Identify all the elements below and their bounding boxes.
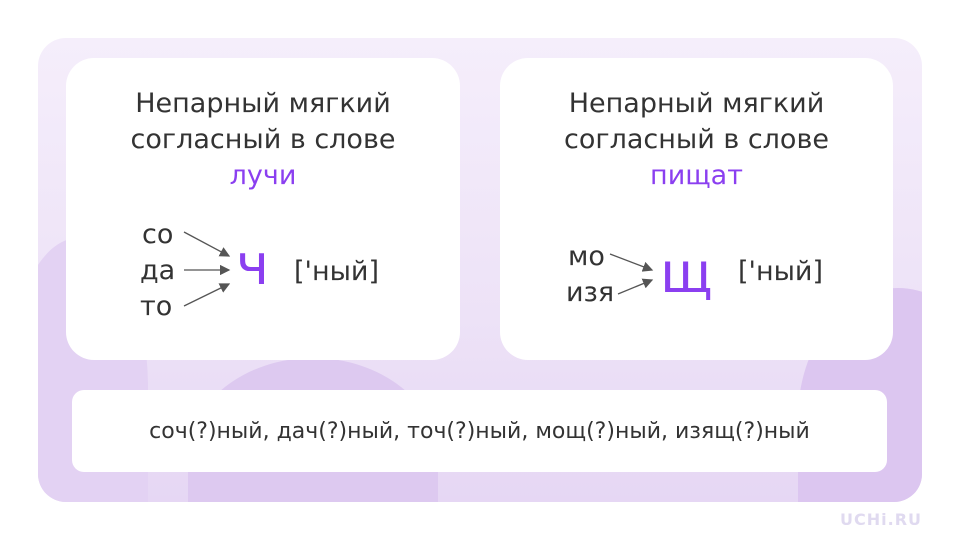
title-line: Непарный мягкий <box>568 88 825 119</box>
card-title: Непарный мягкий согласный в слове лучи <box>66 86 460 194</box>
letter-ch: ч <box>236 233 270 298</box>
highlight-word: лучи <box>229 160 297 191</box>
syllable: да <box>140 255 176 286</box>
card-luchi: Непарный мягкий согласный в слове лучи с… <box>66 58 460 360</box>
arrows <box>609 253 654 295</box>
letter-shch: щ <box>660 241 713 306</box>
syllable: изя <box>566 277 615 308</box>
transcription: ['ный] <box>294 256 380 287</box>
card-title: Непарный мягкий согласный в слове пищат <box>500 86 893 194</box>
title-line: согласный в слове <box>130 124 396 155</box>
exercise-box: соч(?)ный, дач(?)ный, точ(?)ный, мощ(?)н… <box>72 390 887 472</box>
highlight-word: пищат <box>650 160 743 191</box>
uchi-logo: UCHi.RU <box>840 510 922 529</box>
syllable: то <box>140 291 173 322</box>
card-pishchat: Непарный мягкий согласный в слове пищат … <box>500 58 893 360</box>
arrows <box>183 231 231 307</box>
exercise-text: соч(?)ный, дач(?)ный, точ(?)ный, мощ(?)н… <box>149 418 810 444</box>
syllable: со <box>142 219 174 250</box>
transcription: ['ный] <box>738 256 824 287</box>
title-line: Непарный мягкий <box>135 88 391 119</box>
title-line: согласный в слове <box>564 124 829 155</box>
syllable: мо <box>568 241 605 272</box>
